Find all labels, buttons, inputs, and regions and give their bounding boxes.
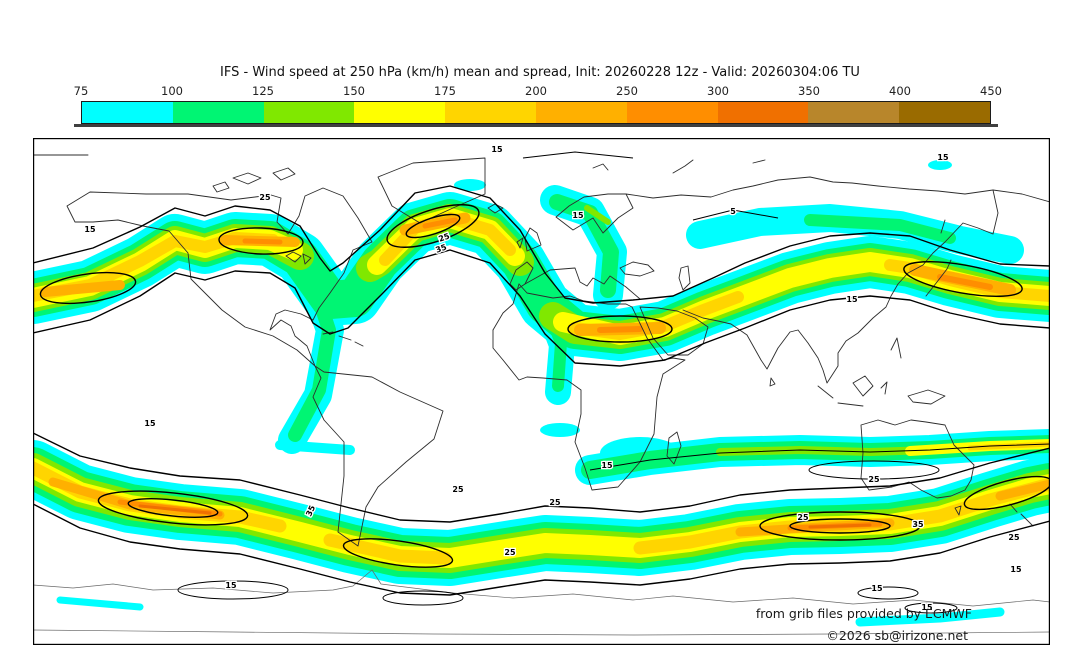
colorbar-tick: 450 [980, 84, 1002, 98]
colorbar-tick: 300 [707, 84, 729, 98]
contour-label: 25 [259, 193, 271, 202]
chart-title: IFS - Wind speed at 250 hPa (km/h) mean … [220, 65, 860, 80]
colorbar-segment [263, 102, 355, 123]
contour-label: 25 [452, 485, 464, 494]
coastlines [32, 154, 1051, 636]
wind-speed-bands [5, 160, 1078, 627]
colorbar-segment [172, 102, 264, 123]
contour-label: 15 [144, 419, 156, 428]
colorbar-tick: 200 [525, 84, 547, 98]
attribution-copyright: ©2026 sb@irizone.net [826, 628, 968, 643]
contour-label: 35 [912, 520, 924, 529]
colorbar-segment [717, 102, 809, 123]
colorbar-tick: 75 [73, 84, 89, 98]
colorbar-tick: 125 [252, 84, 274, 98]
contour-label: 15 [225, 581, 237, 590]
contour-label: 25 [797, 513, 809, 522]
colorbar-tick: 100 [161, 84, 183, 98]
attribution-source: from grib files provided by ECMWF [755, 606, 972, 621]
contour-label: 25 [868, 475, 880, 484]
colorbar-shadow [74, 124, 998, 127]
contour-label: 15 [84, 225, 96, 234]
colorbar-segment [445, 102, 536, 123]
contour-label: 15 [937, 153, 949, 162]
contour-label: 15 [491, 145, 503, 154]
contour-label: 25 [504, 548, 516, 557]
contour-label: 5 [730, 207, 736, 216]
colorbar-segment [82, 102, 173, 123]
colorbar-segment [808, 102, 900, 123]
colorbar-segment [354, 102, 446, 123]
colorbar-tick: 150 [343, 84, 365, 98]
colorbar-tick: 175 [434, 84, 456, 98]
contour-label: 15 [1010, 565, 1022, 574]
map-border [33, 138, 1050, 645]
colorbar-bar [81, 101, 991, 124]
contour-label: 15 [921, 603, 933, 612]
colorbar-segment [899, 102, 990, 123]
colorbar-tick: 350 [798, 84, 820, 98]
contour-label: 15 [601, 461, 613, 470]
contour-label: 25 [549, 498, 561, 507]
contour-label: 15 [572, 211, 584, 220]
contour-label: 15 [871, 584, 883, 593]
world-wind-map: 15 15 15 25 35 25 15 5 15 15 25 35 25 15 15 25 25 35 25 25 1… [5, 138, 1078, 645]
colorbar-tick: 400 [889, 84, 911, 98]
contour-label: 25 [1008, 533, 1020, 542]
colorbar-ticks: 75 100 125 150 175 200 250 300 350 400 450 [74, 84, 1002, 98]
colorbar-segment [535, 102, 627, 123]
colorbar-tick: 250 [616, 84, 638, 98]
map-svg: 1515152535251551515253525151525253525251… [5, 138, 1078, 645]
contour-label: 15 [846, 295, 858, 304]
colorbar-segment [626, 102, 718, 123]
colorbar: 75 100 125 150 175 200 250 300 350 400 450 [74, 84, 1002, 128]
contour-labels: 1515152535251551515253525151525253525251… [83, 144, 1023, 614]
spread-contours [32, 151, 1053, 614]
